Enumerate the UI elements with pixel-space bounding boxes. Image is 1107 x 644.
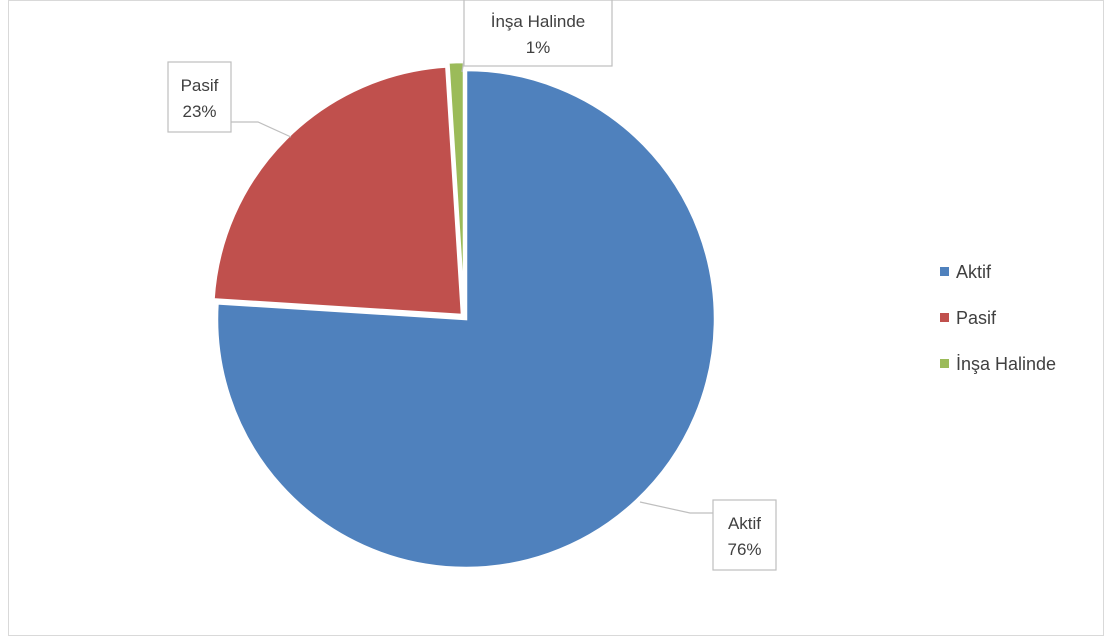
data-label-value-insa-halinde: 1%	[526, 38, 551, 57]
pie-slices	[212, 60, 717, 570]
data-label-box-pasif	[167, 61, 232, 133]
data-label-name-insa-halinde: İnşa Halinde	[491, 12, 586, 31]
legend-label-pasif: Pasif	[956, 308, 997, 328]
data-label-name-pasif: Pasif	[181, 76, 219, 95]
data-label-name-aktif: Aktif	[728, 514, 761, 533]
legend-swatch-insa-halinde	[940, 359, 949, 368]
data-label-value-aktif: 76%	[727, 540, 761, 559]
legend-swatch-pasif	[940, 313, 949, 322]
leader-line-aktif	[639, 501, 713, 514]
legend-label-aktif: Aktif	[956, 262, 992, 282]
legend: Aktif Pasif İnşa Halinde	[940, 262, 1056, 374]
data-labels: Aktif 76% Pasif 23% İnşa Halinde 1%	[167, 0, 777, 571]
data-label-value-pasif: 23%	[182, 102, 216, 121]
data-label-box-insa-halinde	[463, 0, 613, 67]
pie-slice-pasif	[212, 65, 464, 317]
legend-label-insa-halinde: İnşa Halinde	[956, 354, 1056, 374]
data-label-box-aktif	[712, 499, 777, 571]
pie-slice-aktif	[215, 68, 717, 570]
legend-swatch-aktif	[940, 267, 949, 276]
leader-line-pasif	[231, 121, 292, 138]
